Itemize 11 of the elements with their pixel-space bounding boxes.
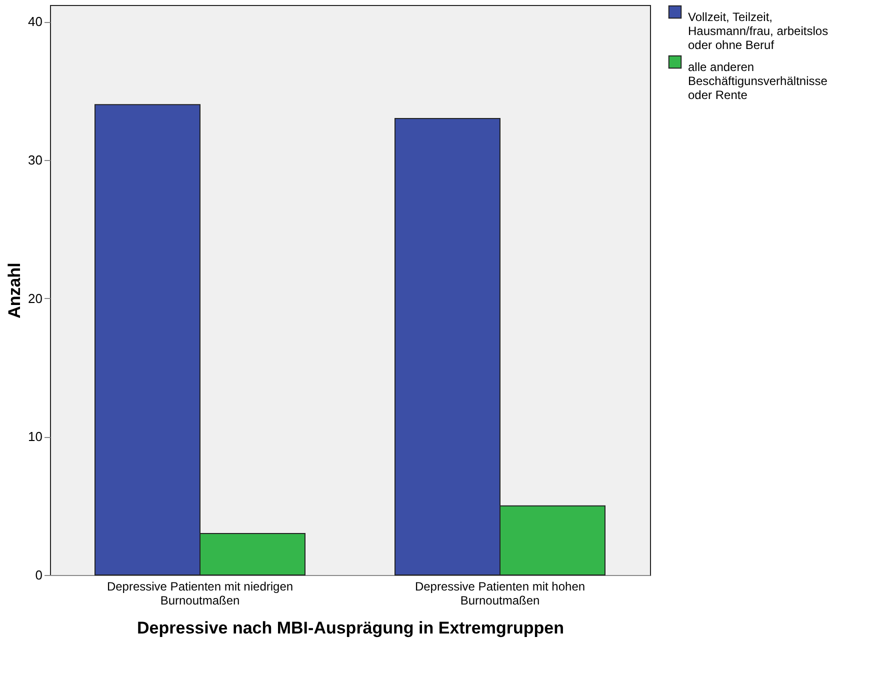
y-axis-title: Anzahl [5, 262, 24, 318]
y-tick-label: 40 [28, 14, 42, 30]
y-tick-label: 10 [28, 429, 42, 444]
x-tick-label: Depressive Patienten mit niedrigen Burnoutmaßen [106, 580, 294, 608]
y-tick-label: 0 [35, 568, 42, 582]
x-tick-label: Depressive Patienten mit hohen Burnoutmaßen [414, 580, 586, 608]
legend-label: alle anderen Beschäftigunsverhältnisse oder Rente [688, 60, 828, 102]
x-axis-title: Depressive nach MBI-Ausprägung in Extremgruppen [137, 618, 564, 638]
y-tick-label: 20 [28, 290, 42, 306]
y-tick-label: 30 [28, 152, 42, 168]
legend-label: Vollzeit, Teilzeit, Hausmann/frau, arbeitslos oder ohne Beruf [688, 10, 828, 52]
